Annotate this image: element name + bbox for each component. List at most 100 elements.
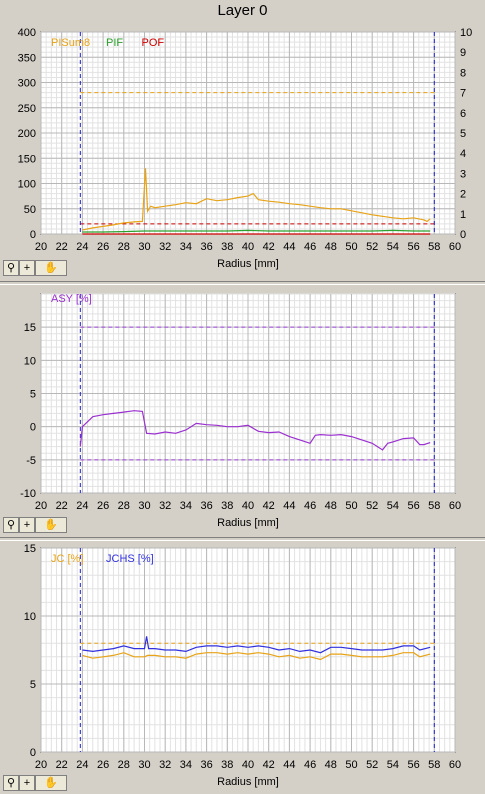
x-tick-label: 42 [263,241,275,253]
series-line [79,410,431,451]
x-tick-label: 56 [407,500,419,512]
x-tick-label: 56 [407,241,419,253]
x-tick-label: 28 [118,241,130,253]
x-tick-label: 38 [221,759,233,771]
x-tick-label: 40 [242,241,254,253]
y-tick-label: 300 [18,78,36,90]
x-tick-label: 34 [180,759,192,771]
legend-entry: JC [%] [51,553,83,565]
legend-entry: JCHS [%] [106,553,154,565]
y2-tick-label: 10 [460,27,472,39]
x-tick-label: 52 [366,241,378,253]
hand-icon: ✋ [44,519,58,531]
y-tick-label: 0 [30,422,36,434]
x-tick-label: 50 [345,241,357,253]
y-tick-label: 0 [30,747,36,759]
y2-tick-label: 3 [460,168,466,180]
y-tick-label: 350 [18,52,36,64]
magnifier-icon: ⚲ [6,519,16,531]
series-line [82,652,431,661]
x-axis-label: Radius [mm] [217,776,279,788]
x-tick-label: 60 [449,500,461,512]
zoom-tool-button[interactable]: ⚲ [3,260,19,276]
x-tick-label: 36 [200,759,212,771]
zoom-tool-button[interactable]: ⚲ [3,517,19,533]
chart-panel-3: 20 22 24 26 28 30 32 34 36 38 40 42 44 46 48 50 52 54 56 58… [0,540,485,794]
pan-tool-button[interactable]: ✋ [35,260,67,276]
y-tick-label: 15 [24,322,36,334]
y-tick-label: -5 [26,455,36,467]
x-tick-label: 32 [159,241,171,253]
y-tick-label: -10 [20,488,36,500]
x-tick-label: 42 [263,500,275,512]
series-line [82,636,431,654]
x-tick-label: 40 [242,759,254,771]
x-tick-label: 22 [56,759,68,771]
x-tick-label: 48 [325,500,337,512]
x-tick-label: 26 [97,759,109,771]
x-tick-label: 50 [345,500,357,512]
x-tick-label: 54 [387,759,399,771]
series-line [82,168,431,231]
x-tick-label: 20 [35,500,47,512]
x-tick-label: 46 [304,759,316,771]
x-tick-label: 32 [159,500,171,512]
x-tick-label: 38 [221,500,233,512]
x-tick-label: 44 [283,241,295,253]
plus-tool-button[interactable]: + [19,517,35,533]
y-tick-label: 5 [30,389,36,401]
panel-separator [0,281,485,285]
series-line [82,229,431,233]
x-tick-label: 36 [200,241,212,253]
x-tick-label: 26 [97,500,109,512]
zoom-tool-button[interactable]: ⚲ [3,775,19,791]
x-tick-label: 28 [118,500,130,512]
x-tick-label: 38 [221,241,233,253]
y-tick-label: 250 [18,103,36,115]
x-tick-label: 58 [428,759,440,771]
x-tick-label: 52 [366,759,378,771]
y-tick-label: 5 [30,679,36,691]
y-tick-label: 400 [18,27,36,39]
magnifier-icon: ⚲ [6,262,16,274]
x-tick-label: 48 [325,241,337,253]
x-tick-label: 58 [428,241,440,253]
y2-tick-label: 5 [460,128,466,140]
x-tick-label: 30 [138,241,150,253]
x-axis-label: Radius [mm] [217,517,279,529]
chart-2[interactable]: 20 22 24 26 28 30 32 34 36 38 40 42 44 46 48 50 52 54 56 58… [0,284,485,536]
legend-entry: ASY [%] [51,293,92,305]
y-tick-label: 0 [30,229,36,241]
y2-tick-label: 8 [460,67,466,79]
chart-panel-1: 20 22 24 26 28 30 32 34 36 38 40 42 44 46 48 50 52 54 56 58… [0,24,485,280]
y-tick-label: 10 [24,611,36,623]
x-tick-label: 20 [35,759,47,771]
plus-tool-button[interactable]: + [19,775,35,791]
plus-tool-button[interactable]: + [19,260,35,276]
y-tick-label: 200 [18,128,36,140]
x-tick-label: 22 [56,241,68,253]
pan-tool-button[interactable]: ✋ [35,775,67,791]
x-tick-label: 34 [180,241,192,253]
y2-tick-label: 1 [460,209,466,221]
hand-icon: ✋ [44,262,58,274]
y2-tick-label: 9 [460,47,466,59]
chart-3[interactable]: 20 22 24 26 28 30 32 34 36 38 40 42 44 46 48 50 52 54 56 58… [0,540,485,794]
x-tick-label: 44 [283,500,295,512]
x-tick-label: 52 [366,500,378,512]
pan-tool-button[interactable]: ✋ [35,517,67,533]
x-tick-label: 24 [76,500,88,512]
x-tick-label: 46 [304,500,316,512]
x-tick-label: 56 [407,759,419,771]
x-tick-label: 28 [118,759,130,771]
x-tick-label: 40 [242,500,254,512]
x-tick-label: 22 [56,500,68,512]
x-tick-label: 30 [138,759,150,771]
chart-1[interactable]: 20 22 24 26 28 30 32 34 36 38 40 42 44 46 48 50 52 54 56 58… [0,24,485,280]
y2-tick-label: 7 [460,88,466,100]
x-tick-label: 32 [159,759,171,771]
y-tick-label: 15 [24,543,36,555]
y-tick-label: 50 [24,204,36,216]
x-tick-label: 24 [76,759,88,771]
x-tick-label: 42 [263,759,275,771]
